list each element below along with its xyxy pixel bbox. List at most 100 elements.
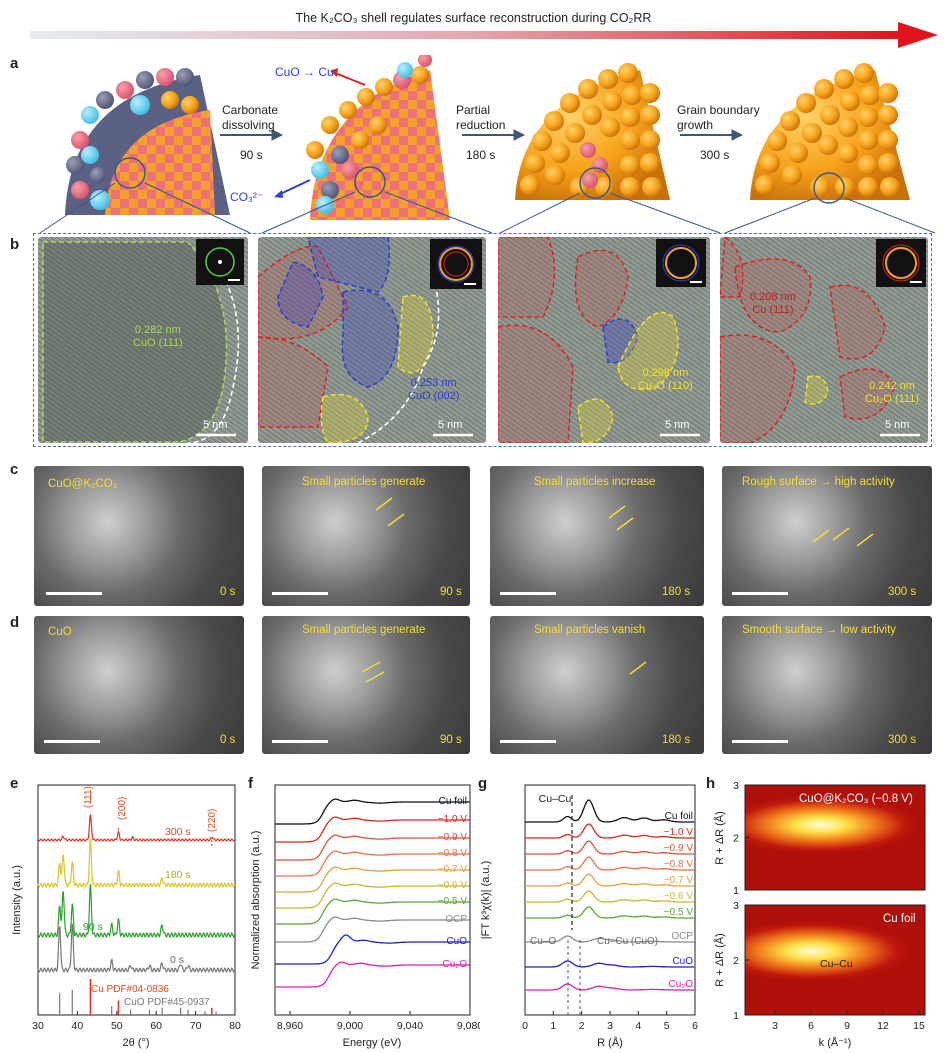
step-3-line1: Grain boundary [677,103,760,117]
f-curve [275,866,470,893]
tem-annotation-cu2o-110: 0.298 nm Cu₂O (110) [638,367,693,393]
g-curve [525,799,695,823]
scale-bar [272,740,328,743]
h-ytick-label: 3 [733,900,739,912]
h-title-1: CuO@K₂CO₃ (−0.8 V) [799,793,913,805]
e-xlabel: 2θ (°) [122,1037,149,1049]
panel-label-a: a [10,55,19,72]
d-spacing-cu2o-110: 0.298 nm [642,367,689,379]
scale-bar [500,740,556,743]
step-2-label: Partial reduction [456,103,505,133]
tem-annotation-cuo-111: 0.282 nm CuO (111) [133,324,183,350]
sem-title: CuO@K₂CO₃ [48,478,118,490]
sem-c-0s: CuO@K₂CO₃ 0 s [34,466,244,606]
panel-label-b: b [10,236,20,253]
f-xtick-label: 9,040 [397,1020,423,1032]
sem-time: 300 s [888,586,917,598]
g-curve [525,823,695,839]
g-xtick-label: 0 [522,1020,528,1032]
sem-d-0s: CuO 0 s [34,616,244,754]
f-series-label: −0.9 V [438,832,468,843]
tem-annotation-cuo-002: 0.253 nm CuO (002) [408,377,459,403]
scale-bar [44,740,100,743]
header-title: The K₂CO₃ shell regulates surface recons… [295,11,652,25]
scale-bar [732,592,788,595]
h-title-2: Cu foil [883,913,916,925]
panel-label-c: c [10,461,19,478]
g-series-label: −0.8 V [664,859,694,870]
d-spacing-cu-111: 0.208 nm [750,291,796,303]
f-series-label: CuO [446,936,467,947]
e-peak-220: (220) [207,809,218,832]
g-series-label: −0.5 V [664,907,694,918]
d-spacing-cu2o-111: 0.242 nm [869,380,915,392]
g-series-label: −0.9 V [664,843,694,854]
h-xtick-label: 15 [913,1020,925,1032]
e-curve-300s [37,814,236,842]
h-xtick-label: 9 [844,1020,850,1032]
panel-label-e: e [10,775,19,792]
e-xtick-label: 30 [32,1020,44,1032]
f-curve [275,934,470,965]
e-xtick-label: 40 [72,1020,84,1032]
tem-image-0s: 0.282 nm CuO (111) 5 nm [38,237,248,443]
yellow-arrows-icon [812,527,874,547]
sem-time: 180 s [662,734,691,746]
header-gradient-arrow [30,22,938,48]
g-xtick-label: 1 [550,1020,556,1032]
h-annot-cu-cu: Cu–Cu [820,958,853,970]
f-ylabel: Normalized absorption (a.u.) [250,831,262,970]
f-curve [275,816,470,843]
g-xlabel: R (Å) [597,1036,623,1049]
chart-exafs: 0 1 2 3 4 5 6 Cu foil −1.0 V −0.9 V −0.8 V −0.7 V −… [480,784,698,1049]
f-series-label: −1.0 V [438,814,468,825]
step-2-line2: reduction [456,118,506,132]
panel-label-g: g [478,775,488,792]
phase-cu2o-110: Cu₂O (110) [638,380,693,392]
f-series-label: −0.8 V [438,848,468,859]
h-xtick-label: 3 [772,1020,778,1032]
e-xtick-label: 70 [190,1020,202,1032]
step-3-time: 300 s [700,148,730,162]
f-xlabel: Energy (eV) [343,1037,402,1049]
g-curve [525,856,695,871]
g-xtick-label: 2 [579,1020,585,1032]
e-curve-180s [37,839,236,888]
sem-title: Small particles vanish [534,624,646,636]
sem-time: 90 s [440,734,462,746]
h-ytick-label: 2 [733,955,739,967]
tem-image-300s: 0.208 nm Cu (111) 0.242 nm Cu₂O (111) 5 … [720,237,928,443]
sem-title: Small particles increase [534,476,656,488]
scale-bar-label: 5 nm [885,419,910,431]
yellow-arrows-icon [361,661,385,683]
g-series-label: Cu foil [665,811,693,822]
step-3-label: Grain boundary growth [677,103,760,133]
e-series-0s: 0 s [170,954,184,966]
sem-title: Smooth surface → low activity [742,624,897,636]
sphere-stage-180s [515,63,670,200]
step-1-label: Carbonate dissolving [222,103,278,133]
sem-d-180s: Small particles vanish 180 s [490,616,704,754]
panel-label-d: d [10,614,20,631]
e-peak-200: (200) [117,797,128,820]
e-curve-0s [37,923,236,973]
e-curve-90s [37,883,236,939]
f-xtick-label: 8,960 [277,1020,303,1032]
sem-d-300s: Smooth surface → low activity 300 s [722,616,932,754]
cuo-to-cu-label: CuO → Cu [275,65,334,79]
step-1-line2: dissolving [222,118,275,132]
g-xtick-label: 4 [635,1020,641,1032]
g-curve [525,983,695,991]
yellow-arrows-icon [375,497,405,527]
sem-time: 300 s [888,734,917,746]
g-series-label: Cu₂O [669,979,694,990]
phase-cu2o-111: Cu₂O (111) [865,393,919,405]
d-spacing-cuo-002: 0.253 nm [410,377,457,389]
scale-bar [272,592,328,595]
panel-label-h: h [706,775,716,792]
sem-title: CuO [48,626,72,638]
phase-cu-111: Cu (111) [752,304,794,316]
sphere-stage-0s [65,68,230,215]
phase-cuo-002: CuO (002) [408,390,460,402]
